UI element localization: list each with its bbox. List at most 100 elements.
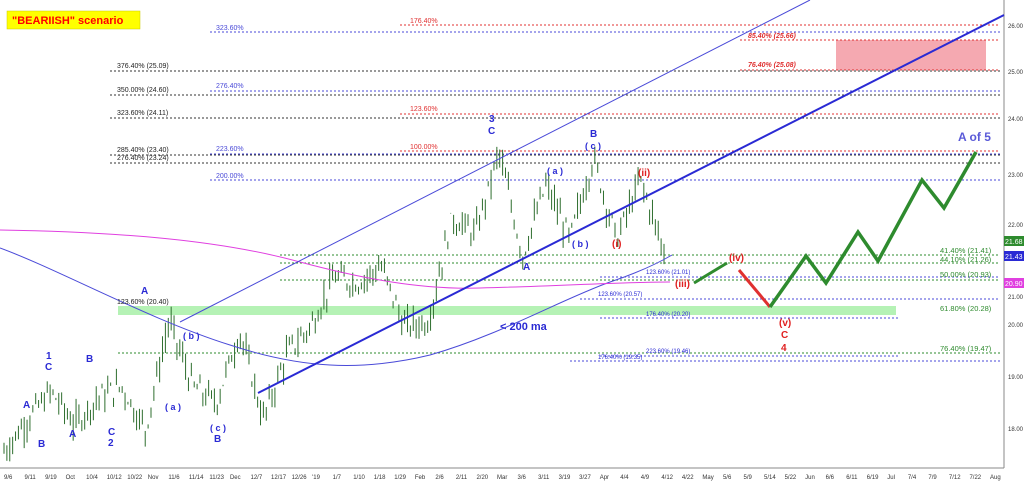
- fib-label: 76.40% (25.08): [748, 62, 797, 69]
- x-tick-label: 11/14: [189, 475, 204, 481]
- x-tick-label: Aug: [990, 475, 1001, 481]
- x-tick-label: 4/22: [682, 475, 694, 481]
- wave-labels-blue: A B 1 C A B C 2 A ( b ) ( a ) ( c ) B 3 …: [23, 114, 991, 450]
- price-tag-blue-text: 21.43: [1005, 254, 1023, 261]
- y-axis-panel: [1004, 0, 1024, 468]
- x-tick-label: 11/23: [209, 475, 224, 481]
- ma-200-line: [0, 247, 673, 366]
- wave-label: A: [523, 262, 530, 273]
- wave-label: A: [23, 400, 30, 411]
- fib-label: 223.60% (19.46): [646, 349, 690, 355]
- x-tick-label: 4/12: [661, 475, 673, 481]
- price-tag-blue: [1004, 251, 1024, 261]
- x-tick-label: 10/22: [127, 475, 143, 481]
- fib-label: 50.00% (20.93): [940, 270, 992, 279]
- fib-label: 176.40% (19.35): [598, 355, 642, 361]
- wave-label: B: [86, 354, 93, 365]
- fib-label: 176.40% (20.20): [646, 312, 690, 318]
- fib-labels-red: 176.40% 123.60% 100.00%: [410, 18, 438, 151]
- wave-label: (ii): [638, 168, 650, 179]
- wave-label: C: [108, 427, 115, 438]
- fib-label: 76.40% (19.47): [940, 344, 992, 353]
- x-tick-label: 7/12: [949, 475, 961, 481]
- fib-label: 223.60%: [216, 146, 244, 153]
- target-zone: [836, 40, 986, 70]
- wave-label: B: [214, 434, 221, 445]
- wave-label: (v): [779, 318, 791, 329]
- channel-main-line: [257, 14, 1005, 394]
- price-tag-green-text: 21.68: [1005, 239, 1023, 246]
- x-tick-label: '19: [312, 475, 320, 481]
- channel-upper-line: [179, 0, 811, 323]
- wave-label: A: [141, 286, 148, 297]
- x-tick-label: Feb: [415, 475, 426, 481]
- fib-label: 123.60% (20.40): [117, 299, 169, 306]
- scenario-label-box: [6, 10, 141, 30]
- x-tick-label: 9/19: [45, 475, 57, 481]
- fib-label: 123.60%: [410, 106, 438, 113]
- fib-label: 276.40% (23.24): [117, 155, 169, 162]
- x-tick-label: 3/19: [559, 475, 571, 481]
- y-tick-label: 26.00: [1008, 24, 1024, 30]
- wave-labels-red: (ii) (i) (iv) (iii) (v) C 4: [612, 168, 791, 354]
- x-tick-label: 12/26: [292, 475, 308, 481]
- price-tag-green: [1004, 236, 1024, 246]
- x-tick-label: Jul: [887, 475, 895, 481]
- fib-label: 100.00%: [410, 144, 438, 151]
- x-axis-ticks: 9/6 9/11 9/19 Oct 10/4 10/12 10/22 Nov 11/6 11/14…: [4, 475, 1001, 481]
- fib-label: 123.60% (21.01): [646, 270, 690, 276]
- x-tick-label: 10/12: [107, 475, 123, 481]
- fib-label: 323.60%: [216, 25, 244, 32]
- x-tick-label: Oct: [66, 475, 76, 481]
- wave-label: 2: [108, 438, 114, 449]
- x-tick-label: Apr: [600, 475, 609, 481]
- projection-iv-v: [737, 269, 772, 308]
- fib-labels-right: 85.40% (25.66) 76.40% (25.08): [748, 33, 797, 69]
- x-tick-label: 9/6: [4, 475, 13, 481]
- y-tick-label: 24.00: [1008, 117, 1024, 123]
- x-tick-label: 3/11: [538, 475, 550, 481]
- x-tick-label: 6/19: [867, 475, 879, 481]
- wave-label: ( b ): [183, 331, 200, 341]
- y-axis-ticks: 26.00 25.00 24.00 23.00 22.00 21.00 20.0…: [1008, 24, 1024, 433]
- fib-label: 61.80% (20.28): [940, 304, 992, 313]
- x-tick-label: 2/20: [476, 475, 488, 481]
- fib-label: 200.00%: [216, 173, 244, 180]
- wave-label: C: [488, 126, 495, 137]
- y-tick-label: 19.00: [1008, 375, 1024, 381]
- wave-label: A of 5: [958, 130, 991, 144]
- y-tick-label: 23.00: [1008, 173, 1024, 179]
- fib-label: 276.40%: [216, 83, 244, 90]
- wave-label: (iii): [675, 279, 690, 290]
- fib-label: 176.40%: [410, 18, 438, 25]
- x-tick-label: 3/6: [518, 475, 527, 481]
- x-tick-label: Nov: [148, 475, 159, 481]
- x-tick-label: Mar: [497, 475, 507, 481]
- x-tick-label: 1/7: [333, 475, 342, 481]
- x-tick-label: 5/6: [723, 475, 732, 481]
- fib-label: 323.60% (24.11): [117, 110, 168, 117]
- y-tick-label: 18.00: [1008, 427, 1024, 433]
- x-tick-label: 9/11: [25, 475, 37, 481]
- x-tick-label: 6/11: [846, 475, 858, 481]
- x-tick-label: 2/6: [435, 475, 444, 481]
- x-tick-label: 5/22: [785, 475, 797, 481]
- wave-label: 4: [781, 343, 787, 354]
- support-band: [118, 306, 896, 315]
- fib-label: 41.40% (21.41): [940, 246, 992, 255]
- x-tick-label: 7/4: [908, 475, 917, 481]
- fib-label: 285.40% (23.40): [117, 147, 169, 154]
- y-tick-label: 20.00: [1008, 323, 1024, 329]
- x-tick-label: 11/6: [168, 475, 180, 481]
- wave-label: ( a ): [165, 402, 181, 412]
- x-tick-label: May: [702, 475, 713, 481]
- x-tick-label: 7/9: [928, 475, 937, 481]
- fib-label: 85.40% (25.66): [748, 33, 797, 40]
- fib-labels-small: 123.60% (21.01) 123.60% (20.57) 176.40% …: [598, 270, 690, 361]
- wave-label: B: [38, 439, 45, 450]
- x-tick-label: 12/7: [251, 475, 263, 481]
- x-tick-label: 4/9: [641, 475, 650, 481]
- scenario-label: "BEARIISH" scenario: [12, 15, 124, 27]
- x-tick-label: 1/18: [374, 475, 386, 481]
- price-bars: [3, 146, 665, 462]
